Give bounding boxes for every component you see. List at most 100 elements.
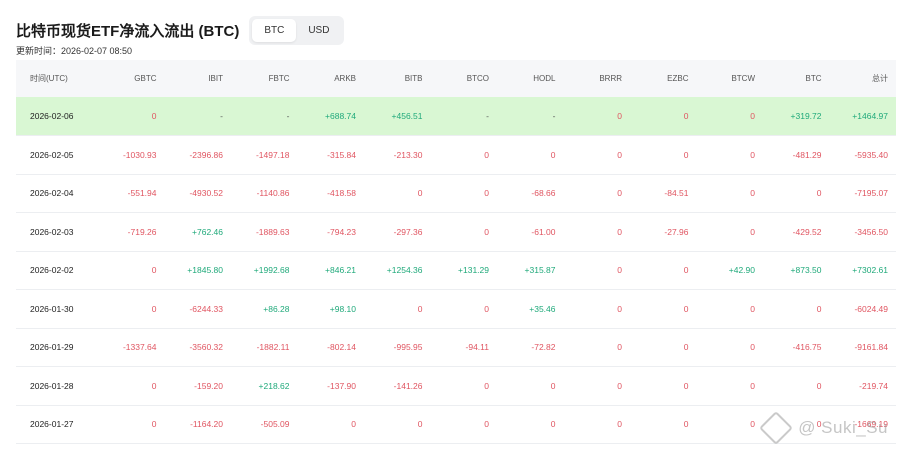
cell-value: 0: [750, 226, 755, 237]
cell-value: -6024.49: [854, 303, 888, 314]
cell-value: +1254.36: [386, 265, 423, 276]
table-row[interactable]: 2026-02-04 -551.94 -4930.52 -1140.86 -418.58…: [16, 174, 896, 213]
cell-value: 0: [151, 303, 157, 314]
column-header-bitb[interactable]: BITB: [404, 74, 423, 83]
cell-value: 0: [816, 188, 822, 199]
cell-value: 0: [750, 419, 755, 430]
cell-value: 0: [484, 303, 489, 314]
table-row[interactable]: 2026-01-30 0 -6244.33 +86.28 +98.10 0 0 +35.46 0…: [16, 290, 896, 328]
cell-value: 0: [816, 419, 822, 430]
cell-value: -213.30: [393, 149, 423, 160]
column-header-ezbc[interactable]: EZBC: [667, 74, 689, 83]
cell-value: -5935.40: [854, 149, 888, 160]
cell-value: 0: [683, 111, 689, 121]
toggle-btc[interactable]: BTC: [252, 19, 297, 42]
cell-value: -315.84: [327, 149, 356, 160]
cell-value: -27.96: [664, 226, 689, 237]
column-header-arkb[interactable]: ARKB: [334, 74, 356, 83]
column-header-fbtc[interactable]: FBTC: [268, 74, 290, 83]
cell-value: -6244.33: [189, 303, 223, 314]
column-header-date[interactable]: 时间(UTC): [30, 74, 68, 83]
cell-value: +42.90: [728, 265, 755, 276]
cell-value: +688.74: [325, 111, 356, 121]
cell-value: -297.36: [393, 226, 423, 237]
cell-value: 0: [151, 265, 157, 276]
cell-value: 0: [617, 226, 622, 237]
cell-value: -1889.63: [255, 226, 290, 237]
cell-value: 0: [484, 149, 489, 160]
column-header-btc[interactable]: BTC: [805, 74, 822, 83]
table-header-row: 时间(UTC) GBTC IBIT FBTC ARKB BITB BTCO HODL BRRR E…: [16, 60, 896, 97]
table-body: 2026-02-06 0 - - +688.74 +456.51 - - 0 0 0 +319.72 +…: [16, 97, 896, 444]
column-header-total[interactable]: 总计: [872, 74, 888, 83]
cell-value: -: [486, 111, 489, 121]
cell-value: -1337.64: [122, 342, 157, 353]
updated-time: 更新时间：2026-02-07 08:50: [16, 46, 133, 56]
column-header-btco[interactable]: BTCO: [466, 74, 489, 83]
etf-flow-table: 时间(UTC) GBTC IBIT FBTC ARKB BITB BTCO HODL BRRR E…: [16, 60, 896, 444]
cell-value: 0: [417, 303, 423, 314]
cell-value: 0: [550, 380, 556, 391]
table-row[interactable]: 2026-02-06 0 - - +688.74 +456.51 - - 0 0 0 +319.72 +…: [16, 97, 896, 136]
cell-date: 2026-02-05: [30, 149, 74, 160]
cell-value: 0: [151, 111, 157, 121]
table-row[interactable]: 2026-01-28 0 -159.20 +218.62 -137.90 -141.26 0…: [16, 367, 896, 405]
etf-flow-table-container[interactable]: 时间(UTC) GBTC IBIT FBTC ARKB BITB BTCO HODL BRRR E…: [16, 60, 896, 452]
cell-value: -159.20: [194, 380, 223, 391]
cell-value: -61.00: [531, 226, 556, 237]
cell-value: 0: [617, 380, 622, 391]
cell-value: +131.29: [458, 265, 489, 276]
column-header-btcw[interactable]: BTCW: [731, 74, 755, 83]
cell-date: 2026-02-06: [30, 111, 74, 121]
cell-value: -1164.20: [190, 419, 223, 430]
toggle-usd[interactable]: USD: [308, 25, 330, 36]
page-title: 比特币现货ETF净流入流出 (BTC): [16, 23, 240, 40]
column-header-ibit[interactable]: IBIT: [208, 74, 223, 83]
cell-value: +98.10: [329, 303, 356, 314]
table-row[interactable]: 2026-01-29 -1337.64 -3560.32 -1882.11 -802.1…: [16, 328, 896, 367]
cell-value: 0: [750, 380, 755, 391]
cell-value: -481.29: [792, 149, 822, 160]
cell-value: -94.11: [465, 342, 489, 353]
cell-value: -3560.32: [189, 342, 223, 353]
cell-value: +218.62: [258, 380, 290, 391]
cell-value: -551.94: [127, 188, 157, 199]
cell-value: -9161.84: [854, 342, 888, 353]
cell-value: 0: [683, 303, 689, 314]
cell-value: 0: [617, 111, 622, 121]
cell-value: 0: [617, 303, 622, 314]
cell-date: 2026-01-27: [30, 419, 74, 430]
cell-value: -1140.86: [256, 188, 290, 199]
table-row[interactable]: 2026-02-05 -1030.93 -2396.86 -1497.18 -315.8…: [16, 136, 896, 174]
cell-value: -802.14: [327, 342, 356, 353]
watermark-text: @ Suki_Su: [798, 418, 888, 437]
cell-value: -429.52: [792, 226, 822, 237]
cell-value: -1669.19: [854, 419, 888, 430]
table-row[interactable]: 2026-01-27 0 -1164.20 -505.09 0 0 0 0 0 0 0 0 -1669.…: [16, 405, 896, 444]
page-header: 比特币现货ETF净流入流出 (BTC) BTC USD: [16, 16, 345, 45]
cell-value: -68.66: [531, 188, 556, 199]
cell-value: -219.74: [859, 380, 888, 391]
cell-value: -137.90: [327, 380, 356, 391]
cell-value: 0: [617, 265, 622, 276]
cell-value: -719.26: [127, 226, 157, 237]
column-header-gbtc[interactable]: GBTC: [134, 74, 157, 83]
cell-value: 0: [151, 380, 157, 391]
cell-date: 2026-02-03: [30, 226, 74, 237]
cell-value: -1497.18: [255, 149, 290, 160]
cell-value: 0: [617, 149, 622, 160]
cell-date: 2026-02-02: [30, 265, 74, 276]
table-row[interactable]: 2026-02-03 -719.26 +762.46 -1889.63 -794.23 -…: [16, 213, 896, 251]
cell-value: 0: [550, 149, 556, 160]
column-header-hodl[interactable]: HODL: [533, 74, 556, 83]
column-header-brrr[interactable]: BRRR: [599, 74, 622, 83]
cell-value: 0: [683, 149, 689, 160]
cell-value: 0: [816, 380, 822, 391]
cell-value: 0: [484, 226, 489, 237]
cell-value: 0: [617, 419, 622, 430]
cell-value: -: [286, 111, 290, 121]
cell-value: 0: [151, 419, 157, 430]
cell-value: -141.26: [393, 380, 423, 391]
table-row[interactable]: 2026-02-02 0 +1845.80 +1992.68 +846.21 +1254.…: [16, 251, 896, 290]
cell-value: 0: [683, 380, 689, 391]
